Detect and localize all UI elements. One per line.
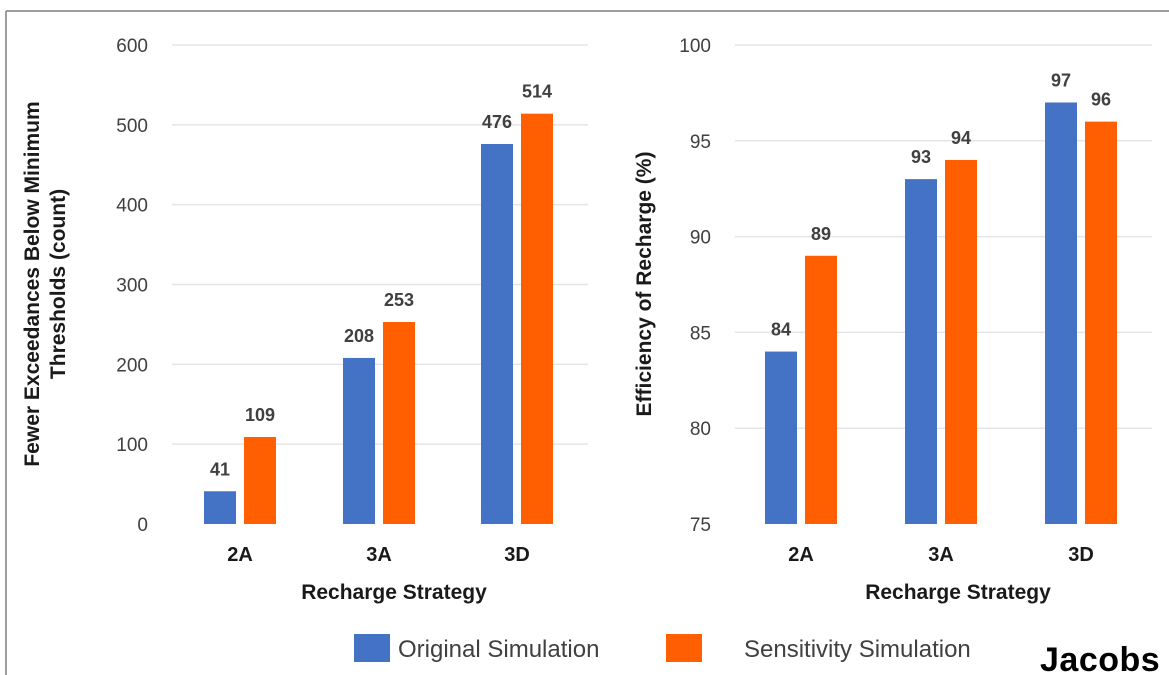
right-category-label: 3A	[928, 544, 954, 566]
left-category-label: 2A	[227, 544, 253, 566]
left-category-label: 3D	[504, 544, 530, 566]
left-ytick-label: 400	[116, 196, 148, 217]
left-bar-2a-sensitivity	[244, 436, 276, 524]
left-data-label: 109	[245, 405, 275, 425]
efficiency-chart: 75 80 85 90 95 100 84 89 2A 93 94 3A 97 96 3D Recharge …	[633, 36, 1152, 604]
left-ytick-label: 300	[116, 276, 148, 297]
right-data-label: 94	[951, 128, 971, 148]
left-ytick-label: 100	[116, 435, 148, 456]
right-ytick-label: 100	[679, 36, 711, 57]
right-data-label: 84	[771, 320, 791, 340]
right-bar-3a-original	[905, 179, 937, 524]
right-bar-2a-original	[765, 351, 797, 524]
left-ytick-label: 600	[116, 36, 148, 57]
right-data-label: 89	[811, 224, 831, 244]
legend: Original Simulation Sensitivity Simulati…	[354, 634, 971, 663]
jacobs-logo: Jacobs	[1040, 641, 1160, 675]
left-bar-3d-sensitivity	[521, 113, 553, 524]
right-ytick-label: 80	[690, 419, 711, 440]
right-bar-2a-sensitivity	[805, 255, 837, 524]
right-data-label: 96	[1091, 90, 1111, 110]
left-bar-3a-original	[343, 357, 375, 524]
right-ytick-label: 85	[690, 323, 711, 344]
left-ytick-label: 0	[137, 515, 148, 536]
left-data-label: 41	[210, 459, 230, 479]
left-category-label: 3A	[366, 544, 392, 566]
right-bar-3d-original	[1045, 102, 1077, 524]
legend-label-original: Original Simulation	[398, 636, 599, 663]
right-category-label: 2A	[788, 544, 814, 566]
left-data-label: 514	[522, 82, 552, 102]
right-bar-3d-sensitivity	[1085, 121, 1117, 524]
right-ytick-label: 95	[690, 132, 711, 153]
left-ytick-label: 500	[116, 116, 148, 137]
right-ytick-label: 75	[690, 515, 711, 536]
right-data-label: 93	[911, 147, 931, 167]
right-y-axis-title: Efficiency of Recharge (%)	[633, 152, 656, 417]
right-ytick-label: 90	[690, 228, 711, 249]
left-bar-2a-original	[204, 491, 236, 524]
left-x-axis-title: Recharge Strategy	[301, 581, 487, 604]
left-bar-3a-sensitivity	[383, 322, 415, 524]
right-bar-3a-sensitivity	[945, 159, 977, 524]
right-data-label: 97	[1051, 70, 1071, 90]
left-data-label: 476	[482, 112, 512, 132]
left-y-axis-title: Fewer Exceedances Below Minimum Threshold…	[21, 101, 70, 466]
legend-swatch-sensitivity	[666, 634, 702, 662]
right-category-label: 3D	[1068, 544, 1094, 566]
legend-label-sensitivity: Sensitivity Simulation	[744, 636, 971, 663]
left-bar-3d-original	[481, 143, 513, 524]
exceedances-chart: 0 100 200 300 400 500 600 41 109 2A 208 253 3A 476 514…	[21, 36, 588, 604]
left-data-label: 253	[384, 290, 414, 310]
left-ytick-label: 200	[116, 355, 148, 376]
legend-swatch-original	[354, 634, 390, 662]
left-data-label: 208	[344, 326, 374, 346]
right-x-axis-title: Recharge Strategy	[865, 581, 1051, 604]
